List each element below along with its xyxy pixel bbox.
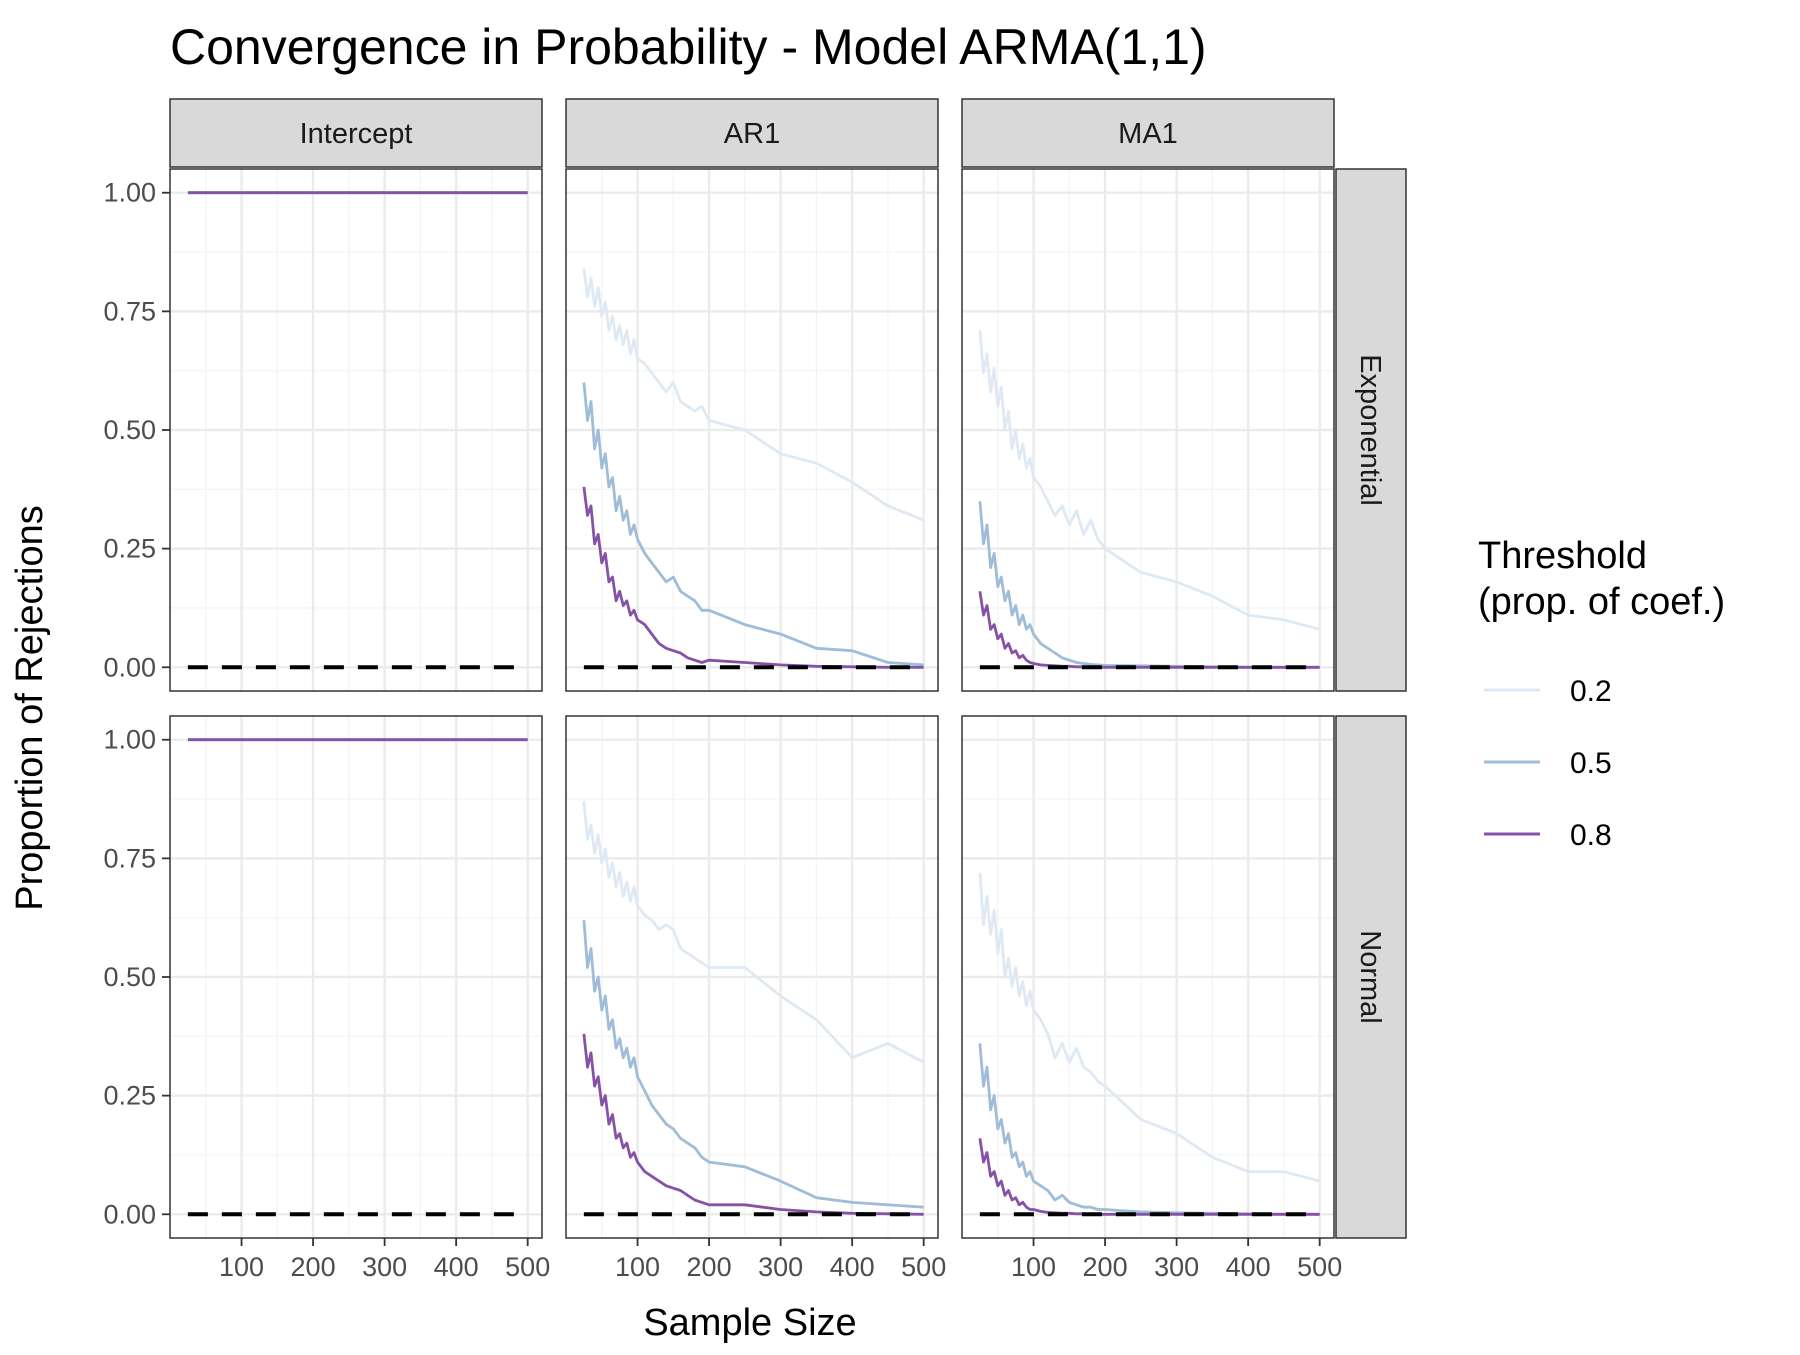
panel-ma1-exponential (961, 168, 1335, 692)
y-tick-label: 1.00 (103, 725, 156, 755)
panel-border (565, 168, 939, 692)
panel-border (961, 168, 1335, 692)
column-strip-intercept: Intercept (169, 98, 543, 168)
legend-item-0.2: 0.2 (1484, 675, 1612, 708)
legend-label: 0.2 (1570, 675, 1612, 708)
row-strip-exponential: Exponential (1335, 168, 1407, 692)
y-tick-label: 0.00 (103, 1199, 156, 1229)
column-strip-label: AR1 (724, 118, 780, 150)
x-tick-label: 300 (362, 1252, 407, 1282)
series-line-threshold-0.5 (978, 1043, 1320, 1216)
series-line-threshold-0.8 (582, 486, 924, 669)
series-line-threshold-0.2 (582, 801, 925, 1064)
x-tick-label: 200 (687, 1252, 732, 1282)
legend-label: 0.5 (1570, 747, 1612, 780)
x-tick-label: 100 (219, 1252, 264, 1282)
series-line-threshold-0.5 (582, 919, 924, 1209)
panel-intercept-normal: 0.00 0.25 0.50 0.75 1.00 100 200 300 400 500 (103, 715, 550, 1282)
panel-ar1-exponential (565, 168, 939, 692)
column-strip-ma1: MA1 (961, 98, 1335, 168)
y-axis-title: Proportion of Rejections (9, 505, 51, 911)
x-tick-label: 300 (758, 1252, 803, 1282)
row-strip-label: Normal (1354, 930, 1386, 1023)
column-strip-bg (169, 98, 543, 168)
panel-ar1-normal: 100 200 300 400 500 (565, 715, 946, 1282)
y-tick-label: 0.50 (103, 962, 156, 992)
panel-border (961, 715, 1335, 1239)
chart-title: Convergence in Probability - Model ARMA(… (170, 19, 1207, 75)
column-strip-label: Intercept (300, 118, 413, 150)
x-tick-label: 500 (505, 1252, 550, 1282)
x-tick-label: 400 (1226, 1252, 1271, 1282)
legend-label: 0.8 (1570, 819, 1612, 852)
x-tick-label: 500 (1297, 1252, 1342, 1282)
x-tick-label: 400 (434, 1252, 479, 1282)
x-tick-label: 200 (291, 1252, 336, 1282)
y-tick-label: 1.00 (103, 178, 156, 208)
column-strip-bg (565, 98, 939, 168)
series-line-threshold-0.2 (978, 330, 1321, 631)
facet-panels: Intercept AR1 MA1 Exponential Normal 0.00 0.25… (103, 98, 1407, 1282)
x-tick-label: 100 (615, 1252, 660, 1282)
legend-item-0.5: 0.5 (1484, 747, 1612, 780)
row-strip-normal: Normal (1335, 715, 1407, 1239)
series-line-threshold-0.2 (978, 872, 1321, 1183)
panel-ma1-normal: 100 200 300 400 500 (961, 715, 1342, 1282)
row-strip-label: Exponential (1354, 354, 1386, 506)
x-tick-label: 500 (901, 1252, 946, 1282)
x-tick-label: 200 (1083, 1252, 1128, 1282)
legend-title: Threshold (1478, 535, 1647, 577)
y-tick-label: 0.75 (103, 296, 156, 326)
series-line-threshold-0.8 (582, 1033, 924, 1216)
legend: Threshold(prop. of coef.) 0.2 0.5 0.8 (1478, 535, 1725, 852)
row-strip-bg (1335, 715, 1407, 1239)
y-tick-label: 0.75 (103, 843, 156, 873)
y-tick-label: 0.25 (103, 534, 156, 564)
panel-border (565, 715, 939, 1239)
column-strip-bg (961, 98, 1335, 168)
x-tick-label: 100 (1011, 1252, 1056, 1282)
y-tick-label: 0.25 (103, 1081, 156, 1111)
x-axis-title: Sample Size (643, 1302, 856, 1344)
y-tick-label: 0.00 (103, 652, 156, 682)
column-strip-ar1: AR1 (565, 98, 939, 168)
x-tick-label: 400 (830, 1252, 875, 1282)
legend-title: (prop. of coef.) (1478, 581, 1725, 623)
series-line-threshold-0.5 (582, 382, 924, 667)
legend-item-0.8: 0.8 (1484, 819, 1612, 852)
x-tick-label: 300 (1154, 1252, 1199, 1282)
row-strip-bg (1335, 168, 1407, 692)
series-line-threshold-0.2 (582, 268, 925, 522)
column-strip-label: MA1 (1118, 118, 1178, 150)
panel-intercept-exponential: 0.00 0.25 0.50 0.75 1.00 (103, 168, 543, 692)
y-tick-label: 0.50 (103, 415, 156, 445)
